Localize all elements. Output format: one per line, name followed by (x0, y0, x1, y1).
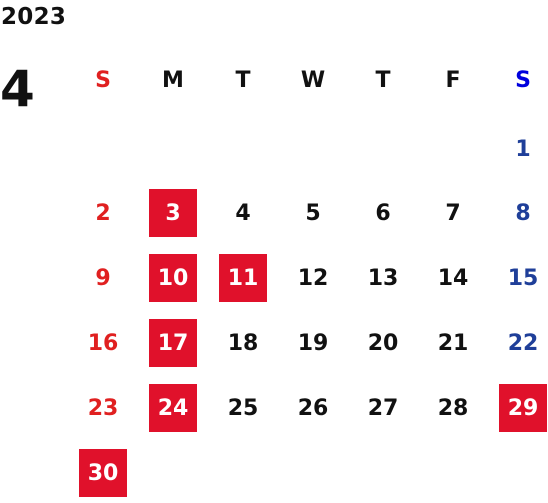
weekday-header-thursday: T (375, 68, 391, 93)
date-cell[interactable]: 27 (367, 395, 399, 421)
highlighted-date-cell[interactable]: 24 (149, 384, 197, 432)
date-cell[interactable]: 14 (437, 265, 469, 291)
weekday-header-tuesday: T (235, 68, 251, 93)
date-cell[interactable]: 18 (227, 330, 259, 356)
date-cell[interactable]: 20 (367, 330, 399, 356)
weekday-header-monday: M (162, 68, 184, 93)
highlighted-date-cell[interactable]: 11 (219, 254, 267, 302)
date-cell[interactable]: 19 (297, 330, 329, 356)
date-cell[interactable]: 2 (95, 200, 111, 226)
year-label: 2023 (1, 4, 67, 30)
date-cell[interactable]: 23 (87, 395, 119, 421)
highlighted-date-cell[interactable]: 29 (499, 384, 547, 432)
highlighted-date-cell[interactable]: 17 (149, 319, 197, 367)
highlighted-date-cell[interactable]: 30 (79, 449, 127, 497)
date-cell[interactable]: 28 (437, 395, 469, 421)
date-cell[interactable]: 25 (227, 395, 259, 421)
date-cell[interactable]: 15 (507, 265, 539, 291)
date-cell[interactable]: 21 (437, 330, 469, 356)
date-cell[interactable]: 8 (515, 200, 531, 226)
date-cell[interactable]: 5 (305, 200, 321, 226)
date-cell[interactable]: 6 (375, 200, 391, 226)
month-number: 4 (0, 60, 35, 118)
highlighted-date-cell[interactable]: 10 (149, 254, 197, 302)
weekday-header-wednesday: W (300, 68, 326, 93)
highlighted-date-cell[interactable]: 3 (149, 189, 197, 237)
date-cell[interactable]: 4 (235, 200, 251, 226)
weekday-header-saturday: S (515, 68, 531, 93)
date-cell[interactable]: 26 (297, 395, 329, 421)
date-cell[interactable]: 12 (297, 265, 329, 291)
date-cell[interactable]: 22 (507, 330, 539, 356)
date-cell[interactable]: 1 (515, 136, 531, 162)
weekday-header-friday: F (445, 68, 461, 93)
date-cell[interactable]: 7 (445, 200, 461, 226)
date-cell[interactable]: 9 (95, 265, 111, 291)
date-cell[interactable]: 16 (87, 330, 119, 356)
date-cell[interactable]: 13 (367, 265, 399, 291)
weekday-header-sunday: S (95, 68, 111, 93)
